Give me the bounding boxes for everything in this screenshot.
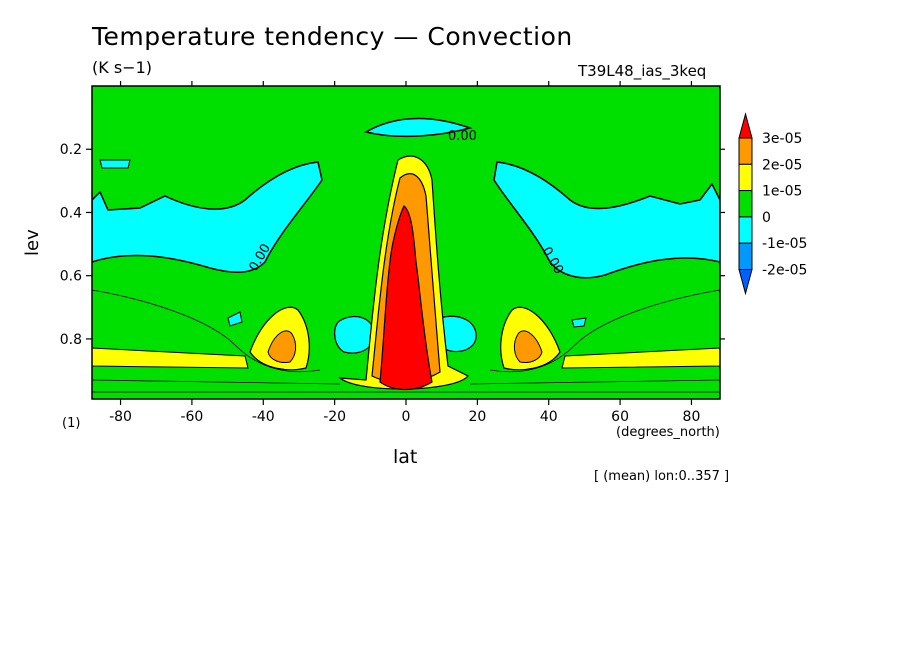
averaging-note: [ (mean) lon:0..357 ]: [594, 469, 730, 484]
x-ticks: -80 -60 -40 -20 0 20 40 60 80: [109, 81, 700, 425]
x-tick-label: 40: [540, 409, 558, 425]
chart-units: (K s−1): [92, 58, 152, 77]
run-id: T39L48_ias_3keq: [578, 62, 707, 80]
fill-small-negative-3: [227, 311, 243, 327]
contour-label: 0.00: [448, 129, 477, 144]
x-axis-units: (degrees_north): [616, 425, 720, 440]
colorbar-segment: [738, 190, 753, 218]
x-tick-label: 80: [683, 409, 701, 425]
fill-equatorial-red: [379, 205, 433, 391]
colorbar-label: 0: [762, 210, 771, 226]
fill-top-negative: [363, 117, 473, 138]
colorbar-label: 1e-05: [762, 184, 802, 200]
colorbar-label: -1e-05: [762, 236, 807, 252]
fill-small-negative-5: [99, 159, 131, 169]
footnote: (1): [62, 416, 81, 431]
thin-contour-2: [489, 289, 720, 373]
thin-contours: [92, 289, 720, 393]
fill-left-subtropical-core: [267, 330, 297, 363]
thin-contour-1: [92, 289, 321, 373]
x-tick-label: -20: [323, 409, 346, 425]
colorbar-segment: [738, 216, 753, 244]
fill-right-surface-band: [561, 347, 720, 369]
colorbar-top-arrow: [738, 112, 753, 139]
fill-small-negative-4: [571, 317, 587, 328]
colorbar: 3e-05 2e-05 1e-05 0 -1e-05 -2e-05: [738, 112, 807, 296]
y-tick-label: 0.2: [60, 142, 82, 158]
fill-left-surface-band: [92, 347, 249, 369]
x-tick-label: 20: [468, 409, 486, 425]
colorbar-segment: [738, 242, 753, 270]
x-tick-label: -60: [180, 409, 203, 425]
fill-small-negative-1: [334, 315, 375, 354]
fill-right-subtropical-core: [513, 330, 543, 363]
y-tick-label: 0.8: [60, 332, 82, 348]
x-axis-label: lat: [393, 446, 418, 468]
chart-title: Temperature tendency — Convection: [92, 22, 573, 51]
y-tick-label: 0.4: [60, 205, 82, 221]
colorbar-label: 3e-05: [762, 131, 802, 147]
x-tick-label: -40: [252, 409, 275, 425]
colorbar-segment: [738, 137, 753, 165]
fill-left-negative: [92, 161, 323, 274]
x-tick-label: 0: [402, 409, 411, 425]
colorbar-bottom-arrow: [738, 269, 753, 296]
fill-right-negative: [493, 161, 720, 279]
contour-fill-group: [92, 86, 720, 399]
y-ticks: 0.2 0.4 0.6 0.8: [60, 142, 725, 348]
colorbar-label: 2e-05: [762, 157, 802, 173]
colorbar-segment: [738, 163, 753, 192]
x-tick-label: 60: [611, 409, 629, 425]
y-tick-label: 0.6: [60, 269, 82, 285]
colorbar-label: -2e-05: [762, 263, 807, 279]
x-tick-label: -80: [109, 409, 132, 425]
thin-contour-3: [92, 379, 720, 385]
